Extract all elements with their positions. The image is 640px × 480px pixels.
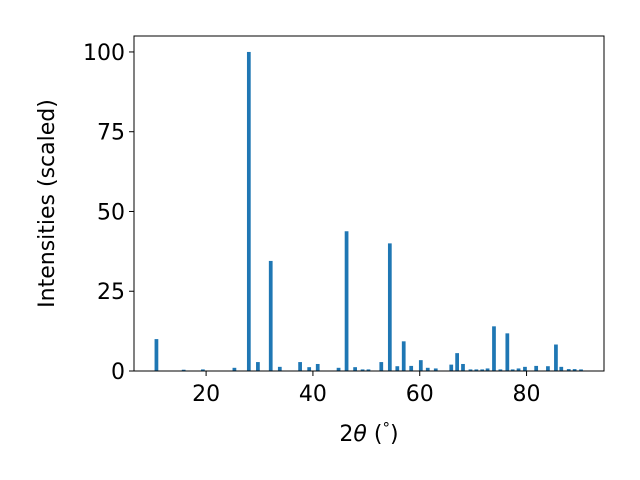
x-tick-label: 80	[513, 382, 541, 407]
x-axis-label-symbol: θ	[353, 422, 367, 447]
y-tick-label: 75	[97, 121, 125, 146]
bar	[534, 365, 539, 371]
bar	[336, 367, 341, 371]
bar	[307, 367, 312, 371]
bar	[505, 333, 510, 371]
bar	[498, 369, 503, 371]
bar	[268, 260, 273, 371]
bar	[474, 369, 479, 371]
y-axis-label: Intensities (scaled)	[35, 99, 60, 308]
y-tick-label: 25	[97, 280, 125, 305]
bar	[433, 368, 438, 371]
bar	[353, 367, 357, 371]
bar	[480, 369, 485, 371]
bar	[468, 369, 473, 371]
bar	[516, 368, 521, 371]
x-tick-label: 40	[299, 382, 327, 407]
x-axis-label-unit: °	[382, 419, 390, 437]
x-axis-label: 2θ (°)	[339, 419, 398, 447]
x-axis-label-open: (	[367, 422, 383, 447]
y-tick-label: 0	[111, 360, 125, 385]
bar	[232, 367, 237, 371]
bar	[201, 369, 205, 371]
bar	[315, 363, 320, 371]
x-axis-label-prefix: 2	[339, 422, 353, 447]
bar	[546, 366, 550, 371]
bar	[579, 369, 583, 371]
bar	[425, 367, 430, 371]
bar	[298, 362, 302, 371]
bar	[366, 369, 371, 371]
bar	[395, 366, 400, 371]
bar	[246, 51, 251, 371]
x-axis-label-close: )	[390, 422, 399, 447]
bar	[449, 364, 454, 371]
bar	[554, 344, 558, 371]
bar	[559, 366, 564, 371]
bar	[277, 366, 282, 371]
bar	[485, 368, 490, 371]
bar	[572, 369, 577, 371]
ticks-group: 20 40 60 80 0 25 50 75 100	[83, 41, 541, 407]
bar	[256, 362, 260, 371]
bar	[401, 341, 406, 371]
plot-frame	[133, 35, 605, 372]
y-tick-label: 50	[97, 200, 125, 225]
x-tick-label: 60	[406, 382, 434, 407]
bar	[523, 366, 527, 371]
bar	[379, 362, 384, 371]
y-tick-label: 100	[83, 41, 125, 66]
bar	[510, 369, 515, 371]
bar	[461, 363, 465, 371]
bar	[418, 360, 423, 371]
bar	[154, 339, 159, 371]
bar	[344, 231, 349, 371]
bars-group	[154, 51, 583, 371]
bar	[455, 353, 459, 371]
bar	[360, 369, 365, 371]
bar	[409, 365, 414, 371]
bar	[181, 369, 186, 371]
bar	[566, 369, 571, 371]
bar	[387, 243, 392, 371]
bar	[492, 326, 496, 371]
x-tick-label: 20	[192, 382, 220, 407]
